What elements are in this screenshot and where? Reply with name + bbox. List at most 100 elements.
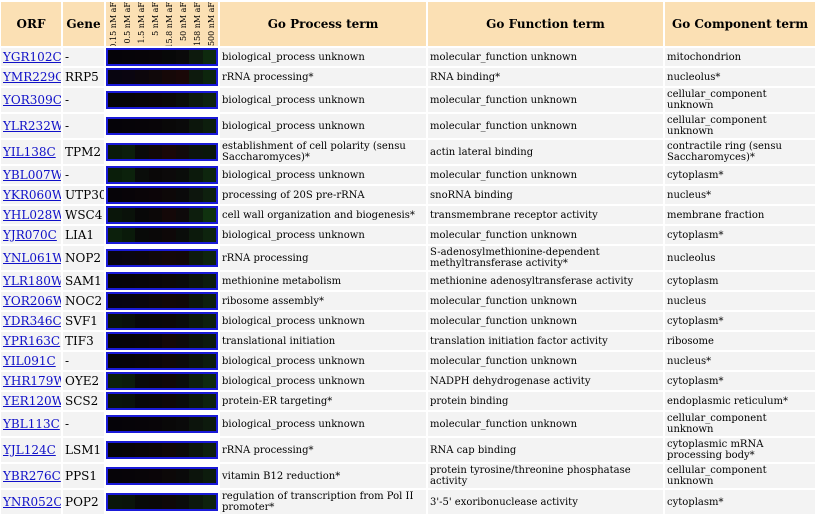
heatmap-swatch	[175, 294, 189, 308]
expression-heatmap	[106, 272, 218, 290]
expression-heatmap-cell	[106, 68, 218, 86]
orf-link[interactable]: YLR232W	[3, 118, 61, 133]
function-term-cell: molecular_function unknown	[428, 88, 663, 112]
gene-cell: SVF1	[63, 312, 104, 330]
heatmap-swatch	[148, 334, 162, 348]
function-term-cell: protein binding	[428, 392, 663, 410]
heatmap-swatch	[162, 469, 176, 483]
expression-heatmap-cell	[106, 372, 218, 390]
expression-heatmap	[106, 332, 218, 350]
heatmap-swatch	[175, 374, 189, 388]
table-row: YOR206W NOC2 ribosome assembly* molecular_f…	[1, 292, 815, 310]
orf-link[interactable]: YDR346C	[3, 313, 61, 328]
heatmap-swatch	[148, 228, 162, 242]
function-term-cell: RNA cap binding	[428, 438, 663, 462]
heatmap-swatch	[121, 70, 135, 84]
component-term-cell: nucleus*	[665, 186, 815, 204]
heatmap-swatch	[108, 274, 122, 288]
orf-link[interactable]: YJR070C	[3, 227, 57, 242]
process-term-cell: biological_process unknown	[220, 412, 426, 436]
orf-link[interactable]: YKR060W	[3, 187, 61, 202]
heatmap-swatch	[162, 93, 176, 107]
orf-cell: YLR180W	[1, 272, 61, 290]
component-term-cell: nucleolus	[665, 246, 815, 270]
orf-link[interactable]: YER120W	[3, 393, 61, 408]
orf-link[interactable]: YLR180W	[3, 273, 61, 288]
orf-link[interactable]: YNL061W	[3, 250, 61, 265]
orf-link[interactable]: YBL007W	[3, 167, 61, 182]
expression-heatmap-cell	[106, 226, 218, 244]
orf-link[interactable]: YHR179W	[3, 373, 61, 388]
heatmap-swatch	[121, 188, 135, 202]
function-term-cell: actin lateral binding	[428, 140, 663, 164]
orf-link[interactable]: YGR102C	[3, 49, 61, 64]
process-term-cell: vitamin B12 reduction*	[220, 464, 426, 488]
component-term-cell: nucleolus*	[665, 68, 815, 86]
expression-heatmap-cell	[106, 352, 218, 370]
heatmap-swatch	[135, 469, 149, 483]
heatmap-swatch	[148, 394, 162, 408]
heatmap-swatch	[108, 374, 122, 388]
orf-cell: YBL113C	[1, 412, 61, 436]
process-header: Go Process term	[220, 2, 426, 46]
heatmap-swatch	[148, 70, 162, 84]
orf-link[interactable]: YPR163C	[3, 333, 61, 348]
heatmap-swatch	[148, 208, 162, 222]
heatmap-swatch	[148, 93, 162, 107]
process-term-cell: biological_process unknown	[220, 372, 426, 390]
heatmap-swatch	[202, 314, 216, 328]
heatmap-swatch	[175, 228, 189, 242]
function-header: Go Function term	[428, 2, 663, 46]
orf-link[interactable]: YBL113C	[3, 416, 60, 431]
orf-link[interactable]: YOR206W	[3, 293, 61, 308]
expression-heatmap	[106, 249, 218, 267]
component-term-cell: cytoplasm*	[665, 226, 815, 244]
condition-label: 500 nM aF	[206, 2, 216, 46]
orf-cell: YIL091C	[1, 352, 61, 370]
orf-link[interactable]: YOR309C	[3, 92, 61, 107]
heatmap-swatch	[121, 93, 135, 107]
orf-link[interactable]: YNR052C	[3, 494, 61, 509]
orf-link[interactable]: YMR229C	[3, 69, 61, 84]
gene-cell: TIF3	[63, 332, 104, 350]
process-term-cell: biological_process unknown	[220, 166, 426, 184]
heatmap-swatch	[108, 208, 122, 222]
heatmap-swatch	[175, 50, 189, 64]
heatmap-swatch	[175, 417, 189, 431]
orf-link[interactable]: YIL138C	[3, 144, 56, 159]
component-term-cell: cytoplasm*	[665, 166, 815, 184]
orf-header: ORF	[1, 2, 61, 46]
conditions-header: 0.15 nM aF 0.5 nM aF 1.5 nM aF 5 nM aF 15.8 …	[106, 2, 218, 46]
process-term-cell: rRNA processing*	[220, 68, 426, 86]
orf-link[interactable]: YHL028W	[3, 207, 61, 222]
orf-cell: YOR309C	[1, 88, 61, 112]
heatmap-swatch	[108, 228, 122, 242]
orf-link[interactable]: YIL091C	[3, 353, 56, 368]
function-term-cell: RNA binding*	[428, 68, 663, 86]
heatmap-swatch	[175, 119, 189, 133]
heatmap-swatch	[148, 417, 162, 431]
heatmap-swatch	[162, 443, 176, 457]
orf-link[interactable]: YBR276C	[3, 468, 61, 483]
heatmap-swatch	[189, 374, 203, 388]
process-term-cell: protein-ER targeting*	[220, 392, 426, 410]
orf-cell: YHR179W	[1, 372, 61, 390]
function-term-cell: molecular_function unknown	[428, 226, 663, 244]
heatmap-swatch	[135, 443, 149, 457]
heatmap-swatch	[108, 93, 122, 107]
process-term-cell: rRNA processing*	[220, 438, 426, 462]
orf-link[interactable]: YJL124C	[3, 442, 56, 457]
expression-heatmap	[106, 312, 218, 330]
table-row: YHL028W WSC4 cell wall organization and bi…	[1, 206, 815, 224]
component-term-cell: cellular_component unknown	[665, 464, 815, 488]
gene-cell: POP2	[63, 490, 104, 514]
heatmap-swatch	[189, 443, 203, 457]
heatmap-swatch	[121, 274, 135, 288]
component-term-cell: cytoplasm*	[665, 312, 815, 330]
component-term-cell: membrane fraction	[665, 206, 815, 224]
heatmap-swatch	[189, 469, 203, 483]
gene-cell: -	[63, 412, 104, 436]
component-term-cell: nucleus*	[665, 352, 815, 370]
gene-cell: SCS2	[63, 392, 104, 410]
heatmap-swatch	[135, 145, 149, 159]
